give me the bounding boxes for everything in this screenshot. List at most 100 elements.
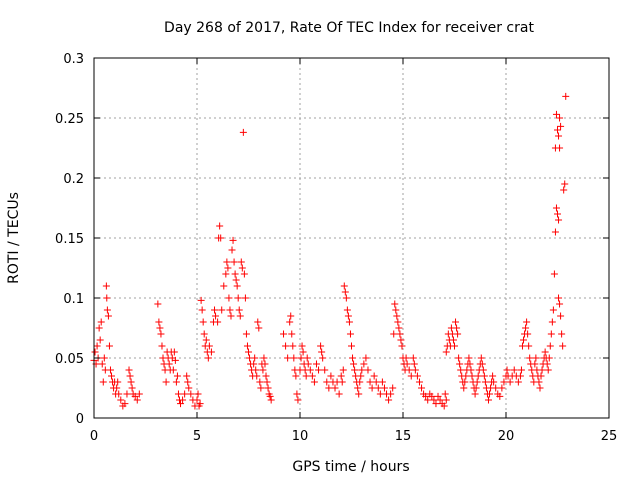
data-point: [288, 330, 296, 338]
data-point: [242, 330, 250, 338]
y-tick-label: 0.15: [55, 232, 84, 247]
data-point: [260, 354, 268, 362]
data-point: [395, 324, 403, 332]
data-point: [535, 378, 543, 386]
data-point: [297, 354, 305, 362]
data-point: [267, 396, 275, 404]
data-point: [254, 318, 262, 326]
data-point: [174, 390, 182, 398]
data-point: [325, 384, 333, 392]
data-point: [520, 336, 528, 344]
data-point: [554, 126, 561, 134]
data-point: [196, 400, 204, 408]
data-point: [231, 270, 239, 278]
data-point: [506, 378, 514, 386]
data-point: [452, 318, 460, 326]
data-point: [516, 372, 524, 380]
data-point: [91, 348, 99, 356]
data-point: [323, 378, 331, 386]
data-point: [354, 384, 362, 392]
data-point: [357, 372, 365, 380]
data-point: [471, 390, 479, 398]
data-point: [440, 402, 448, 410]
data-point: [436, 396, 444, 404]
data-point: [184, 378, 192, 386]
data-point: [93, 342, 101, 350]
data-point: [193, 396, 201, 404]
data-point: [424, 396, 432, 404]
data-point: [103, 294, 111, 302]
data-point: [561, 180, 569, 188]
data-point: [549, 306, 557, 314]
data-point: [545, 354, 553, 362]
data-point: [380, 384, 388, 392]
data-point: [550, 270, 558, 278]
data-point: [99, 378, 107, 386]
data-point: [200, 330, 208, 338]
data-point: [225, 294, 233, 302]
data-point: [376, 390, 384, 398]
data-point: [98, 360, 106, 368]
data-point: [243, 342, 251, 350]
grid-layer: [94, 58, 609, 418]
data-point: [222, 270, 230, 278]
data-point: [318, 348, 326, 356]
data-point: [396, 330, 404, 338]
data-point: [335, 390, 343, 398]
data-point: [202, 336, 210, 344]
x-tick-label: 20: [498, 429, 515, 444]
data-point: [187, 390, 195, 398]
data-point: [204, 354, 212, 362]
data-point: [546, 342, 554, 350]
data-point: [170, 348, 178, 356]
data-point: [232, 276, 240, 284]
data-point: [457, 366, 465, 374]
data-point: [235, 306, 243, 314]
data-point: [308, 372, 316, 380]
data-point: [392, 306, 400, 314]
data-point: [179, 396, 187, 404]
data-point: [126, 372, 134, 380]
data-point: [162, 378, 170, 386]
data-point: [234, 294, 242, 302]
data-point: [340, 282, 348, 290]
data-point: [198, 306, 206, 314]
data-point: [121, 400, 129, 408]
data-point: [223, 258, 231, 266]
data-point: [393, 312, 401, 320]
data-point: [472, 384, 480, 392]
data-point: [135, 390, 143, 398]
data-point: [289, 342, 297, 350]
data-point: [434, 392, 442, 400]
y-tick-label: 0.05: [55, 352, 84, 367]
data-point: [117, 396, 125, 404]
data-point: [339, 366, 347, 374]
data-point: [389, 384, 397, 392]
data-point: [100, 354, 108, 362]
data-point: [368, 384, 376, 392]
data-point: [169, 366, 177, 374]
data-point: [239, 128, 247, 136]
data-point: [552, 204, 560, 212]
data-point: [560, 186, 568, 194]
data-point: [473, 378, 481, 386]
data-point: [312, 360, 320, 368]
data-point: [154, 300, 162, 308]
data-point: [503, 366, 511, 374]
data-point: [556, 114, 564, 122]
data-point: [398, 342, 406, 350]
data-point: [407, 372, 415, 380]
data-point: [510, 366, 518, 374]
data-point: [525, 342, 533, 350]
data-point: [253, 372, 261, 380]
data-point: [543, 360, 551, 368]
data-point: [461, 378, 469, 386]
data-point: [465, 354, 473, 362]
data-point: [205, 342, 213, 350]
y-tick-label: 0.2: [63, 172, 84, 187]
data-point: [341, 288, 349, 296]
data-point: [390, 330, 398, 338]
data-point: [220, 282, 228, 290]
data-point: [106, 366, 114, 374]
data-point: [345, 318, 353, 326]
